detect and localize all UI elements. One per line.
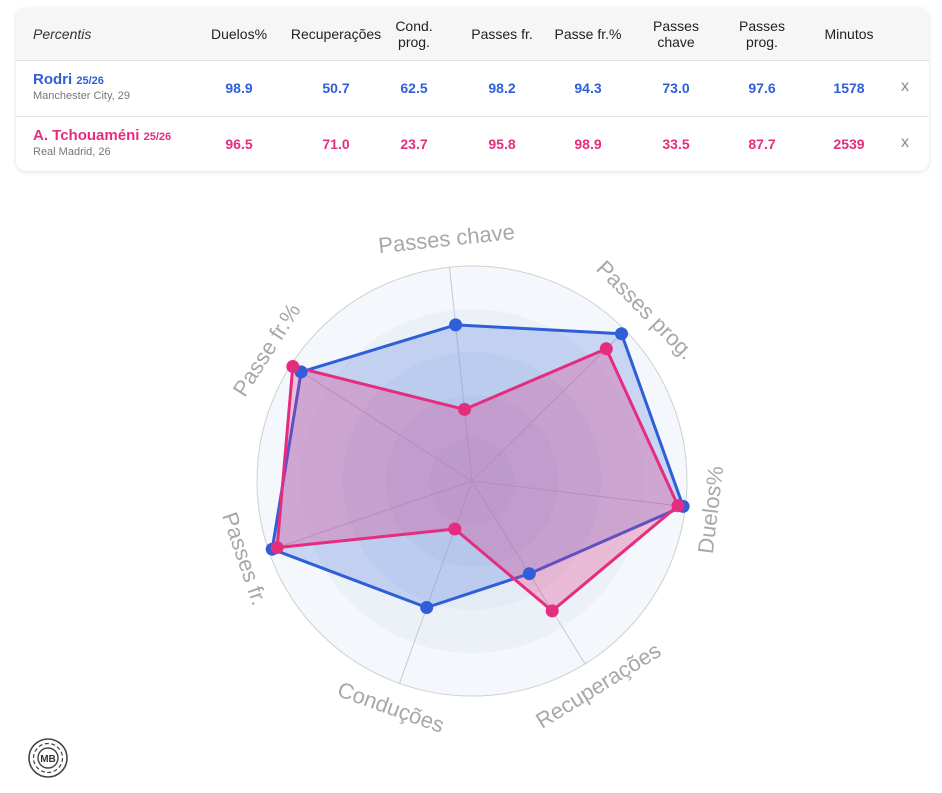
column-header: Minutos xyxy=(824,26,874,42)
column-header: Passes prog. xyxy=(739,18,785,50)
player-name-text: Rodri xyxy=(33,71,73,88)
column-header: Passes fr. xyxy=(471,26,533,42)
mb-logo-icon: MB xyxy=(28,738,68,778)
radar-data-point xyxy=(545,604,559,618)
column-header: Duelos% xyxy=(210,26,268,42)
value-cell: 62.5 xyxy=(400,80,428,96)
player-season: 25/26 xyxy=(143,131,172,143)
remove-player-button[interactable]: x xyxy=(901,78,909,95)
table-header: Percentis Duelos% Recuperações Cond. pro… xyxy=(16,8,929,61)
radar-data-point xyxy=(448,522,462,536)
header-label: Percentis xyxy=(33,26,92,42)
radar-data-point xyxy=(286,360,300,373)
value-cell: 95.8 xyxy=(488,136,516,152)
radar-series-area xyxy=(275,347,680,613)
radar-data-point xyxy=(449,318,463,332)
column-header: Passe fr.% xyxy=(554,26,622,42)
remove-player-button[interactable]: x xyxy=(901,134,909,151)
radar-data-point xyxy=(615,327,628,341)
value-cell: 23.7 xyxy=(400,136,428,152)
logo-text: MB xyxy=(40,754,56,765)
player-team: Real Madrid, 26 xyxy=(33,146,111,158)
radar-data-point xyxy=(270,541,284,555)
value-cell: 97.6 xyxy=(748,80,776,96)
value-cell: 73.0 xyxy=(662,80,690,96)
value-cell: 98.9 xyxy=(225,80,253,96)
value-cell: 33.5 xyxy=(662,136,690,152)
value-cell: 98.2 xyxy=(488,80,516,96)
value-cell: 94.3 xyxy=(574,80,602,96)
player-name: Rodri 25/26 xyxy=(33,71,104,88)
radar-data-point xyxy=(599,342,613,356)
player-team: Manchester City, 29 xyxy=(33,90,131,102)
value-cell: 2539 xyxy=(833,136,865,152)
value-cell: 71.0 xyxy=(322,136,350,152)
radar-series-layer xyxy=(265,318,690,618)
value-cell: 98.9 xyxy=(574,136,602,152)
table-row: A. Tchouaméni 25/26 Real Madrid, 26 96.5… xyxy=(16,116,929,172)
radar-spoke xyxy=(449,267,473,482)
value-cell: 96.5 xyxy=(225,136,253,152)
radar-data-point xyxy=(458,402,471,416)
radar-data-point xyxy=(522,567,536,581)
radar-spoke xyxy=(290,364,473,482)
value-cell: 87.7 xyxy=(748,136,776,152)
percentile-table: Percentis Duelos% Recuperações Cond. pro… xyxy=(16,8,929,171)
value-cell: 1578 xyxy=(833,80,865,96)
radar-data-point xyxy=(420,601,434,614)
radar-data-point xyxy=(671,499,685,513)
radar-spoke xyxy=(268,480,473,551)
table-row: Rodri 25/26 Manchester City, 29 98.9 50.… xyxy=(16,60,929,117)
radar-spoke xyxy=(399,480,473,684)
player-name: A. Tchouaméni 25/26 xyxy=(33,127,171,144)
radar-spoke xyxy=(471,329,626,482)
value-cell: 50.7 xyxy=(322,80,350,96)
column-header: Passes chave xyxy=(653,18,699,50)
radar-spoke xyxy=(471,480,686,508)
column-header: Cond. prog. xyxy=(395,18,433,50)
radar-axis-label: Passes chave xyxy=(377,219,516,258)
radar-axis-label: Duelos% xyxy=(693,464,728,554)
column-header: Recuperações xyxy=(290,26,382,42)
player-name-text: A. Tchouaméni xyxy=(33,127,140,144)
player-season: 25/26 xyxy=(76,75,104,87)
